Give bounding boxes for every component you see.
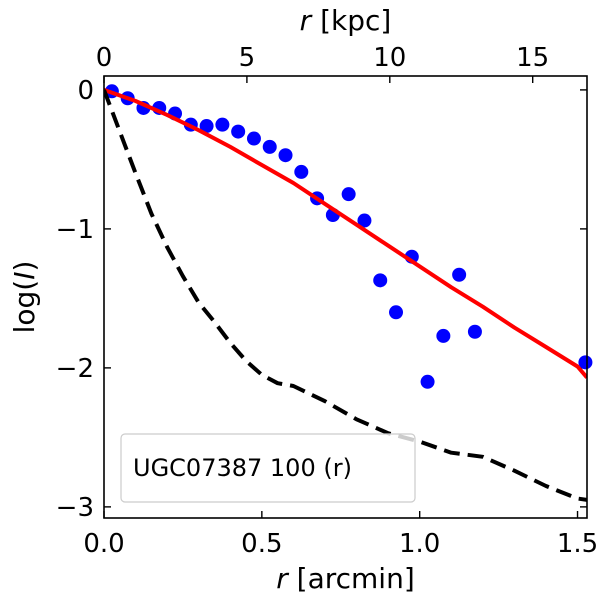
legend-label: UGC07387 100 (r) <box>133 454 352 482</box>
top-tick-label: 0 <box>96 43 113 73</box>
y-axis-label-post: ) <box>8 261 41 272</box>
data-point <box>278 148 293 163</box>
data-point <box>294 164 309 179</box>
data-point <box>246 131 261 146</box>
y-tick-label: −1 <box>56 215 94 245</box>
data-point <box>231 124 246 139</box>
legend-box <box>120 433 416 503</box>
x-tick-label: 0.5 <box>241 529 282 559</box>
top-axis-label-var: r <box>300 4 313 37</box>
y-axis-label-pre: log( <box>8 280 41 334</box>
x-tick-label: 1.5 <box>557 529 598 559</box>
y-axis-label: log(I) <box>8 261 41 334</box>
x-axis-label-unit: [arcmin] <box>288 562 415 595</box>
data-point <box>373 273 388 288</box>
data-point <box>578 355 593 370</box>
data-point <box>341 187 356 202</box>
tick-labels: 0.0 0.5 1.0 1.5 0 5 10 15 0 −1 −2 −3 <box>56 43 599 559</box>
psf-line <box>104 89 587 502</box>
x-tick-label: 0.0 <box>83 529 124 559</box>
data-point <box>262 139 277 154</box>
y-tick-label: −3 <box>56 493 94 523</box>
data-point <box>357 213 372 228</box>
data-point <box>199 119 214 134</box>
x-axis-label: r [arcmin] <box>276 562 415 595</box>
data-point <box>452 267 467 282</box>
data-point <box>215 117 230 132</box>
plot-frame <box>103 75 588 519</box>
y-tick-label: −2 <box>56 354 94 384</box>
top-axis-label: r [kpc] <box>300 4 392 37</box>
data-point <box>389 305 404 320</box>
data-point <box>436 328 451 343</box>
y-axis-label-var: I <box>8 272 41 280</box>
top-tick-label: 5 <box>239 43 256 73</box>
data-point <box>420 374 435 389</box>
top-tick-label: 10 <box>373 43 406 73</box>
top-tick-label: 15 <box>516 43 549 73</box>
x-tick-label: 1.0 <box>399 529 440 559</box>
top-axis-label-unit: [kpc] <box>311 4 391 37</box>
model-line <box>104 88 587 379</box>
series-layer <box>104 84 593 502</box>
legend: UGC07387 100 (r) <box>120 433 416 503</box>
data-point <box>467 324 482 339</box>
x-axis-label-var: r <box>276 562 289 595</box>
y-tick-label: 0 <box>77 76 94 106</box>
